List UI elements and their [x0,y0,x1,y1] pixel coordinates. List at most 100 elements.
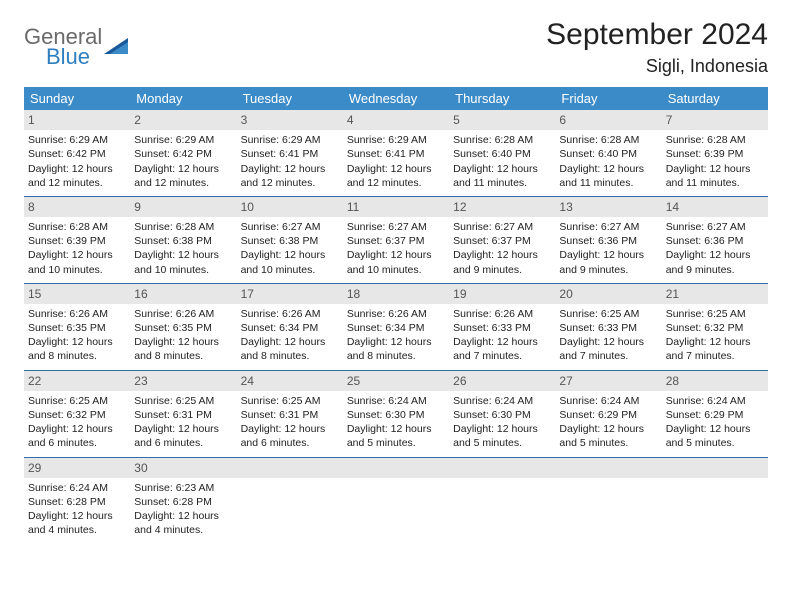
day-line: Sunset: 6:41 PM [347,147,445,161]
day-line: Sunset: 6:32 PM [666,321,764,335]
day-line: Daylight: 12 hours [241,248,339,262]
day-cell: 24Sunrise: 6:25 AMSunset: 6:31 PMDayligh… [237,371,343,457]
day-line: Daylight: 12 hours [28,335,126,349]
day-line: Sunset: 6:33 PM [559,321,657,335]
day-line: and 5 minutes. [666,436,764,450]
day-cell: 13Sunrise: 6:27 AMSunset: 6:36 PMDayligh… [555,197,661,283]
day-line: Sunset: 6:38 PM [134,234,232,248]
calendar-page: General Blue September 2024 Sigli, Indon… [0,0,792,561]
day-line: Daylight: 12 hours [347,422,445,436]
day-number: 12 [449,197,555,217]
day-cell: 16Sunrise: 6:26 AMSunset: 6:35 PMDayligh… [130,284,236,370]
dow-tuesday: Tuesday [237,87,343,110]
day-number: 19 [449,284,555,304]
day-line: Daylight: 12 hours [28,509,126,523]
day-number: 29 [24,458,130,478]
day-line: Daylight: 12 hours [347,162,445,176]
day-line: Daylight: 12 hours [559,422,657,436]
day-line: Sunrise: 6:26 AM [347,307,445,321]
month-title: September 2024 [546,18,768,52]
day-number-empty [555,458,661,478]
day-line: Sunset: 6:39 PM [666,147,764,161]
day-line: Sunrise: 6:25 AM [666,307,764,321]
day-number: 5 [449,110,555,130]
day-line: Sunset: 6:37 PM [453,234,551,248]
day-number: 25 [343,371,449,391]
day-number: 22 [24,371,130,391]
day-line: and 5 minutes. [559,436,657,450]
day-line: Sunset: 6:38 PM [241,234,339,248]
dow-wednesday: Wednesday [343,87,449,110]
day-number: 4 [343,110,449,130]
location-text: Sigli, Indonesia [546,56,768,77]
day-line: Sunrise: 6:29 AM [347,133,445,147]
day-line: Sunrise: 6:29 AM [241,133,339,147]
day-cell: 28Sunrise: 6:24 AMSunset: 6:29 PMDayligh… [662,371,768,457]
day-line: Sunset: 6:28 PM [134,495,232,509]
day-line: Sunset: 6:31 PM [241,408,339,422]
day-cell: 17Sunrise: 6:26 AMSunset: 6:34 PMDayligh… [237,284,343,370]
day-line: Sunrise: 6:26 AM [241,307,339,321]
dow-saturday: Saturday [662,87,768,110]
dow-monday: Monday [130,87,236,110]
day-line: Sunrise: 6:23 AM [134,481,232,495]
day-line: Sunrise: 6:26 AM [134,307,232,321]
day-line: Daylight: 12 hours [28,422,126,436]
day-line: Daylight: 12 hours [559,162,657,176]
day-cell: 29Sunrise: 6:24 AMSunset: 6:28 PMDayligh… [24,458,130,544]
day-line: Sunset: 6:35 PM [28,321,126,335]
day-line: Sunrise: 6:27 AM [666,220,764,234]
day-line: Sunrise: 6:29 AM [134,133,232,147]
day-line: Sunset: 6:40 PM [559,147,657,161]
day-cell: 27Sunrise: 6:24 AMSunset: 6:29 PMDayligh… [555,371,661,457]
day-line: Sunset: 6:32 PM [28,408,126,422]
day-cell: 19Sunrise: 6:26 AMSunset: 6:33 PMDayligh… [449,284,555,370]
week-row: 22Sunrise: 6:25 AMSunset: 6:32 PMDayligh… [24,371,768,458]
day-line: Daylight: 12 hours [134,335,232,349]
week-row: 1Sunrise: 6:29 AMSunset: 6:42 PMDaylight… [24,110,768,197]
day-cell: 1Sunrise: 6:29 AMSunset: 6:42 PMDaylight… [24,110,130,196]
week-row: 29Sunrise: 6:24 AMSunset: 6:28 PMDayligh… [24,458,768,544]
day-cell: 3Sunrise: 6:29 AMSunset: 6:41 PMDaylight… [237,110,343,196]
day-cell: 23Sunrise: 6:25 AMSunset: 6:31 PMDayligh… [130,371,236,457]
day-line: Sunrise: 6:28 AM [559,133,657,147]
day-line: Sunset: 6:29 PM [666,408,764,422]
day-number: 8 [24,197,130,217]
day-line: Sunset: 6:33 PM [453,321,551,335]
day-cell: 11Sunrise: 6:27 AMSunset: 6:37 PMDayligh… [343,197,449,283]
day-number: 6 [555,110,661,130]
day-line: and 10 minutes. [134,263,232,277]
day-line: Sunrise: 6:27 AM [347,220,445,234]
day-line: Sunrise: 6:27 AM [241,220,339,234]
day-number: 9 [130,197,236,217]
day-cell [237,458,343,544]
day-line: and 6 minutes. [28,436,126,450]
day-line: Sunset: 6:42 PM [134,147,232,161]
day-number: 20 [555,284,661,304]
day-number: 13 [555,197,661,217]
day-number-empty [343,458,449,478]
day-cell: 9Sunrise: 6:28 AMSunset: 6:38 PMDaylight… [130,197,236,283]
day-line: Daylight: 12 hours [666,422,764,436]
day-line: Sunset: 6:30 PM [453,408,551,422]
day-line: and 12 minutes. [241,176,339,190]
day-cell [555,458,661,544]
day-number: 16 [130,284,236,304]
day-line: Sunrise: 6:28 AM [453,133,551,147]
day-line: and 8 minutes. [28,349,126,363]
day-cell: 21Sunrise: 6:25 AMSunset: 6:32 PMDayligh… [662,284,768,370]
day-number: 26 [449,371,555,391]
day-cell [343,458,449,544]
day-cell: 15Sunrise: 6:26 AMSunset: 6:35 PMDayligh… [24,284,130,370]
day-line: Sunrise: 6:26 AM [453,307,551,321]
day-line: Sunset: 6:36 PM [666,234,764,248]
day-line: Daylight: 12 hours [666,248,764,262]
day-line: Sunset: 6:36 PM [559,234,657,248]
day-line: Sunset: 6:28 PM [28,495,126,509]
day-line: Daylight: 12 hours [559,335,657,349]
day-line: and 10 minutes. [347,263,445,277]
day-line: and 11 minutes. [666,176,764,190]
day-line: Daylight: 12 hours [28,162,126,176]
day-line: and 8 minutes. [241,349,339,363]
day-cell: 8Sunrise: 6:28 AMSunset: 6:39 PMDaylight… [24,197,130,283]
